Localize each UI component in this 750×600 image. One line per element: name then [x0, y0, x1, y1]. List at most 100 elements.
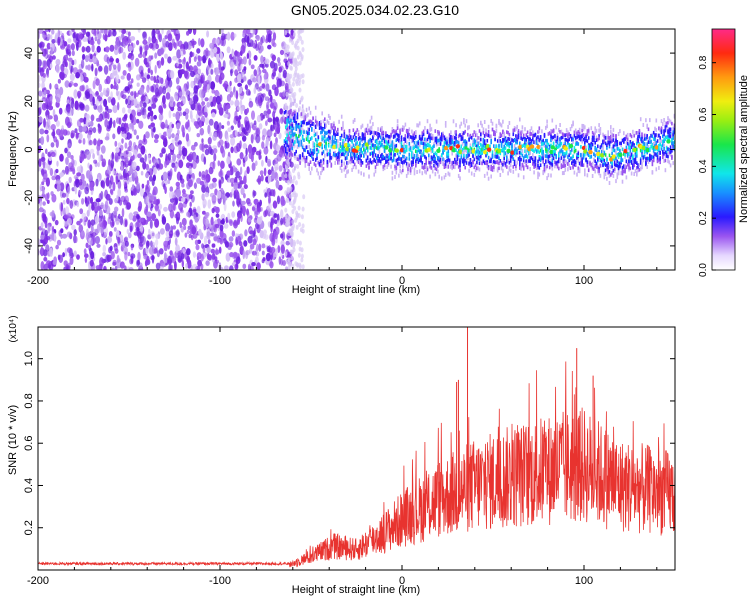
noise-cell: [223, 113, 229, 118]
signal-cell: [554, 149, 556, 154]
signal-cell: [513, 144, 516, 148]
signal-cell: [472, 133, 474, 137]
signal-cell: [533, 159, 535, 164]
noise-cell: [66, 197, 70, 205]
noise-cell: [207, 252, 210, 260]
signal-cell: [498, 136, 500, 141]
signal-cell: [460, 155, 463, 160]
signal-cell: [500, 148, 503, 153]
signal-cell: [470, 162, 473, 166]
signal-cell: [387, 161, 390, 165]
signal-cell: [491, 150, 494, 154]
noise-cell: [276, 213, 280, 223]
noise-cell: [56, 160, 59, 167]
noise-cell: [164, 160, 168, 169]
noise-cell: [169, 186, 174, 193]
noise-cell: [70, 130, 76, 138]
signal-cell: [478, 136, 481, 141]
noise-cell: [78, 139, 82, 144]
signal-cell: [511, 154, 513, 159]
signal-cell: [528, 137, 530, 141]
signal-cell: [395, 166, 398, 170]
signal-cell: [509, 141, 512, 146]
signal-cell: [417, 154, 420, 159]
signal-cell: [530, 156, 533, 160]
signal-cell: [344, 149, 347, 154]
signal-cell: [439, 142, 442, 146]
noise-cell: [153, 158, 157, 164]
signal-cell: [317, 149, 320, 153]
signal-cell: [353, 145, 356, 150]
signal-cell: [434, 156, 437, 161]
noise-cell: [213, 121, 219, 130]
signal-cell: [443, 141, 446, 145]
signal-cell: [519, 166, 521, 170]
signal-cell: [550, 163, 552, 168]
noise-cell: [198, 171, 202, 178]
signal-cell: [338, 119, 340, 124]
signal-cell: [346, 152, 348, 157]
signal-cell: [477, 154, 479, 158]
signal-cell: [439, 155, 442, 160]
noise-cell: [103, 98, 108, 107]
noise-cell: [99, 209, 103, 217]
noise-cell: [221, 125, 225, 129]
noise-cell: [298, 29, 302, 34]
signal-cell: [396, 157, 399, 162]
signal-cell: [448, 140, 451, 144]
noise-cell: [286, 187, 290, 193]
noise-cell: [233, 182, 239, 190]
signal-cell: [454, 165, 456, 170]
signal-cell: [530, 126, 533, 131]
signal-cell: [314, 163, 317, 168]
signal-cell: [374, 131, 377, 135]
signal-cell: [344, 165, 347, 170]
signal-cell: [545, 154, 547, 158]
noise-cell: [229, 100, 234, 106]
signal-cell: [537, 137, 539, 142]
signal-cell: [422, 139, 425, 144]
noise-cell: [288, 237, 292, 243]
signal-cell: [503, 131, 505, 136]
signal-cell: [461, 130, 464, 135]
noise-cell: [46, 42, 51, 50]
signal-cell: [405, 173, 408, 178]
signal-cell: [407, 129, 409, 133]
signal-cell: [512, 157, 515, 161]
noise-cell: [201, 101, 206, 106]
signal-cell: [537, 163, 539, 168]
signal-cell: [403, 150, 405, 154]
signal-cell: [446, 159, 448, 163]
noise-cell: [50, 151, 56, 157]
signal-cell: [346, 163, 348, 168]
signal-cell: [298, 134, 300, 138]
signal-cell: [435, 152, 438, 157]
noise-cell: [114, 248, 119, 254]
signal-cell: [495, 160, 498, 164]
noise-cell: [38, 74, 41, 83]
noise-cell: [121, 207, 125, 218]
noise-cell: [229, 134, 234, 139]
signal-cell: [525, 142, 528, 147]
noise-cell: [181, 124, 185, 133]
noise-cell: [259, 85, 263, 92]
noise-cell: [239, 152, 244, 160]
signal-cell: [503, 144, 505, 149]
signal-cell: [392, 129, 395, 133]
noise-cell: [59, 86, 64, 96]
signal-cell: [376, 160, 378, 165]
signal-cell: [428, 156, 430, 161]
signal-cell: [400, 141, 403, 146]
noise-cell: [85, 65, 89, 70]
noise-cell: [292, 76, 296, 82]
signal-cell: [526, 165, 529, 169]
noise-cell: [76, 41, 79, 51]
noise-cell: [61, 32, 65, 40]
signal-cell: [343, 146, 346, 150]
signal-cell: [534, 162, 537, 167]
noise-cell: [256, 66, 260, 76]
signal-cell: [476, 133, 478, 138]
noise-cell: [41, 48, 47, 57]
signal-cell: [486, 133, 489, 137]
